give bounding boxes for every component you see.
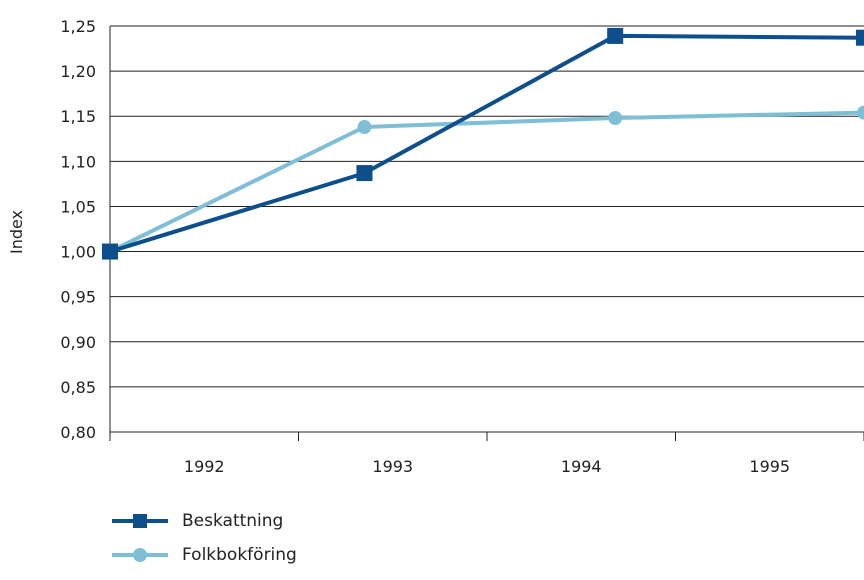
x-tick-label: 1995 <box>749 457 790 476</box>
y-tick-label: 1,05 <box>60 197 96 216</box>
legend-label: Folkbokföring <box>182 545 297 565</box>
legend-swatch-square-icon <box>112 514 168 528</box>
data-point-circle <box>857 105 864 120</box>
data-point-square <box>607 27 624 44</box>
legend-item-folkbokforing: Folkbokföring <box>112 542 297 568</box>
data-point-square <box>356 165 373 182</box>
series-line <box>109 110 864 254</box>
y-tick-label: 0,85 <box>60 378 96 397</box>
data-point-square <box>856 29 864 46</box>
gridlines <box>110 25 864 433</box>
y-tick-label: 0,80 <box>60 423 96 442</box>
legend-swatch-circle-icon <box>112 548 168 562</box>
y-tick-labels: 0,80 0,85 0,90 0,95 1,00 1,05 1,10 1,15 1,20 1,25 <box>60 17 96 442</box>
x-tick-label: 1992 <box>184 457 225 476</box>
y-tick-label: 1,25 <box>60 17 96 36</box>
y-tick-label: 1,20 <box>60 62 96 81</box>
series-layer <box>102 27 864 260</box>
line-chart: 0,80 0,85 0,90 0,95 1,00 1,05 1,10 1,15 1,20 1,25… <box>7 17 864 476</box>
y-tick-label: 1,10 <box>60 152 96 171</box>
axes <box>109 26 864 441</box>
y-tick-label: 1,15 <box>60 107 96 126</box>
y-tick-label: 0,95 <box>60 288 96 307</box>
x-tick-label: 1993 <box>372 457 413 476</box>
series-line <box>109 33 864 254</box>
y-tick-label: 0,90 <box>60 333 96 352</box>
data-point-square <box>102 243 118 260</box>
legend: Beskattning Folkbokföring <box>112 508 297 576</box>
x-tick-label: 1994 <box>561 457 602 476</box>
y-tick-label: 1,00 <box>60 243 96 262</box>
legend-label: Beskattning <box>182 511 284 531</box>
y-axis-title: Index <box>7 210 26 254</box>
x-tick-labels: 1992 1993 1994 1995 <box>184 457 790 476</box>
legend-item-beskattning: Beskattning <box>112 508 297 534</box>
data-point-circle <box>357 120 372 135</box>
data-point-circle <box>608 111 623 126</box>
